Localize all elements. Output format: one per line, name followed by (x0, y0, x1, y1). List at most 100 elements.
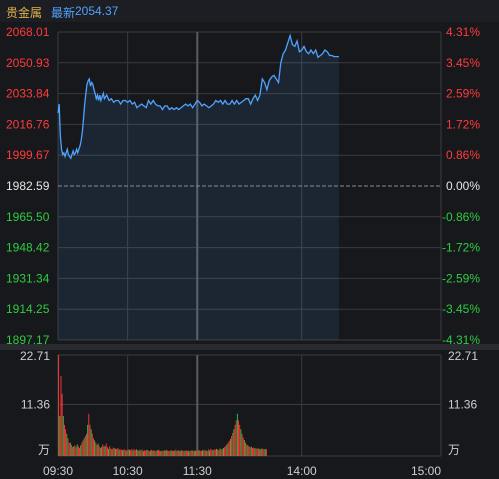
volume-bar (138, 450, 140, 456)
volume-bar (160, 451, 162, 456)
volume-bar (170, 450, 172, 456)
volume-bar (64, 424, 65, 456)
volume-bar (86, 433, 87, 456)
y-tick-left: 1914.25 (6, 302, 50, 316)
volume-bar (133, 448, 135, 456)
volume-bar (231, 435, 233, 456)
volume-bar (175, 449, 177, 456)
volume-bar (84, 435, 86, 456)
y-tick-right: 3.45% (446, 56, 480, 70)
axis-labels: 2068.01 2050.93 2033.84 2016.76 1999.67 1982.… (6, 25, 480, 478)
volume-bar (236, 413, 238, 456)
volume-bar (243, 439, 245, 456)
volume-bar (73, 446, 75, 456)
volume-bar (182, 450, 184, 456)
volume-bar (111, 449, 113, 456)
volume-bar (76, 444, 78, 456)
volume-bar (135, 449, 137, 456)
x-tick-label: 10:30 (113, 464, 143, 478)
volume-bar (234, 424, 236, 456)
volume-bar (95, 442, 97, 456)
volume-bar (214, 449, 216, 456)
volume-bar (75, 447, 77, 456)
vol-y-tick-right: 22.71 (448, 349, 478, 363)
volume-bar (125, 450, 127, 456)
grid-lines (0, 31, 499, 457)
volume-bar (207, 449, 209, 456)
y-tick-right: 0.00% (446, 179, 480, 193)
volume-bar (99, 447, 101, 456)
y-tick-left: 1948.42 (6, 241, 50, 255)
volume-bar (120, 449, 122, 456)
volume-bar (82, 440, 84, 456)
volume-bar (256, 448, 258, 456)
volume-bar (250, 446, 252, 456)
instrument-name: 贵金属 (6, 6, 43, 20)
volume-bar (226, 444, 228, 456)
volume-bar (239, 424, 241, 456)
latest-value: 2054.37 (75, 4, 119, 18)
volume-bar (257, 448, 259, 456)
volume-bar (210, 448, 212, 456)
y-tick-left: 1982.59 (6, 179, 50, 193)
volume-bar (130, 450, 132, 456)
volume-bar (58, 355, 60, 456)
y-tick-left: 2050.93 (6, 56, 50, 70)
volume-bar (185, 450, 187, 456)
volume-bar (197, 450, 199, 456)
y-tick-left: 1931.34 (6, 271, 50, 285)
volume-bar (131, 448, 133, 456)
volume-bar (117, 447, 119, 456)
latest-label: 最新 (51, 6, 76, 20)
volume-bar (190, 450, 192, 456)
volume-bar (153, 450, 155, 456)
volume-bar (248, 446, 250, 456)
volume-bar (112, 447, 114, 456)
volume-bar (204, 450, 206, 456)
x-tick-label: 15:00 (411, 464, 441, 478)
chart-header: 贵金属 最新 2054.37 (0, 0, 499, 22)
volume-bar (221, 448, 223, 456)
volume-bar (108, 448, 110, 456)
volume-bar (246, 444, 248, 456)
volume-bar (189, 451, 191, 456)
volume-bar (255, 447, 257, 456)
volume-bar (191, 450, 193, 456)
volume-bar (104, 446, 106, 456)
volume-bar (178, 450, 180, 456)
volume-bar (158, 449, 159, 456)
volume-bar (115, 448, 116, 456)
volume-bar (127, 449, 129, 456)
volume-bar (145, 450, 147, 456)
price-line (57, 33, 339, 160)
volume-bar (162, 451, 164, 456)
volume-bar (235, 420, 237, 456)
volume-bar (147, 450, 149, 456)
volume-bar (233, 429, 235, 456)
volume-bar (156, 450, 158, 456)
volume-bar (93, 438, 94, 456)
volume-bar (151, 449, 152, 456)
volume-bar (166, 449, 168, 456)
volume-bar (88, 413, 90, 456)
volume-bar (249, 447, 251, 456)
volume-bar (137, 450, 139, 456)
volume-bar (132, 450, 134, 456)
volume-bar (128, 449, 130, 456)
volume-bar (83, 438, 85, 456)
volume-bar (198, 450, 200, 456)
volume-bar (181, 450, 183, 456)
volume-bar (101, 447, 103, 456)
volume-bar (142, 451, 144, 456)
volume-bar (110, 448, 112, 456)
volume-bar (81, 442, 83, 456)
volume-bar (206, 451, 208, 456)
volume-bar (180, 451, 181, 456)
y-tick-right: 2.59% (446, 87, 480, 101)
volume-bar (126, 450, 128, 456)
y-tick-right: 1.72% (446, 117, 480, 131)
volume-bar (173, 450, 174, 456)
volume-bar (213, 449, 215, 456)
volume-bar (159, 450, 161, 456)
volume-bar (65, 429, 67, 456)
